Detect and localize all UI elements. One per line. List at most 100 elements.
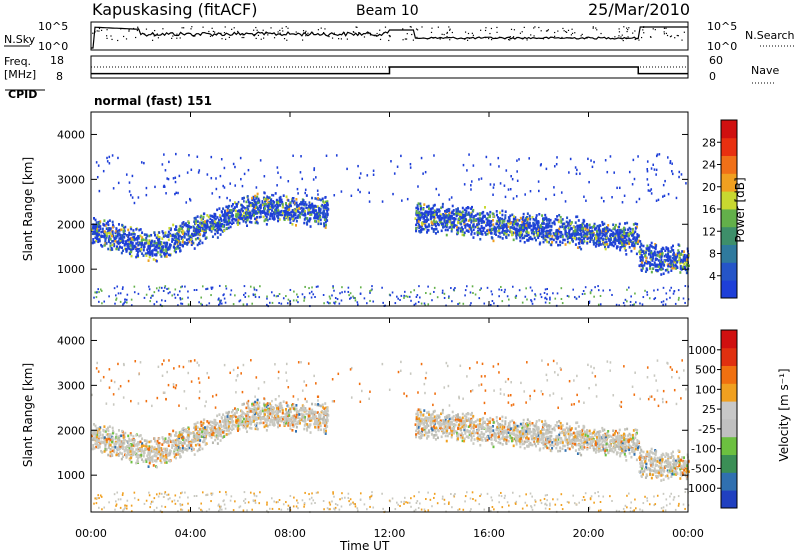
echo-cell bbox=[656, 288, 659, 291]
echo-cell bbox=[613, 227, 616, 231]
echo-cell bbox=[278, 198, 281, 202]
echo-cell bbox=[632, 237, 635, 241]
echo-cell bbox=[505, 222, 508, 226]
echo-cell bbox=[650, 241, 653, 245]
echo-cell bbox=[555, 162, 558, 166]
echo-cell bbox=[160, 242, 163, 246]
echo-cell bbox=[259, 210, 262, 214]
nsearch-point bbox=[153, 35, 155, 37]
echo-cell bbox=[114, 236, 117, 240]
echo-cell bbox=[242, 206, 245, 209]
echo-cell bbox=[324, 220, 327, 224]
echo-cell bbox=[298, 215, 301, 219]
echo-cell bbox=[561, 233, 564, 237]
echo-cell bbox=[612, 244, 615, 248]
echo-cell bbox=[526, 217, 529, 221]
echo-cell bbox=[475, 219, 478, 222]
echo-cell bbox=[669, 289, 671, 292]
echo-cell bbox=[436, 208, 439, 211]
echo-cell bbox=[472, 216, 475, 220]
echo-cell bbox=[255, 218, 258, 222]
echo-cell bbox=[625, 241, 628, 245]
echo-cell bbox=[214, 232, 217, 236]
echo-cell bbox=[216, 226, 219, 230]
echo-cell bbox=[623, 241, 626, 244]
echo-cell bbox=[603, 245, 606, 249]
echo-cell bbox=[93, 217, 96, 220]
echo-cell bbox=[210, 230, 213, 233]
echo-cell bbox=[583, 231, 586, 235]
echo-cell bbox=[287, 180, 290, 183]
echo-cell bbox=[164, 437, 167, 440]
echo-cell bbox=[543, 291, 546, 294]
echo-cell bbox=[600, 236, 603, 240]
nsearch-point bbox=[156, 33, 158, 35]
echo-cell bbox=[148, 457, 151, 461]
echo-cell bbox=[571, 238, 574, 241]
echo-cell bbox=[479, 212, 482, 215]
echo-cell bbox=[141, 252, 144, 255]
echo-cell bbox=[109, 450, 112, 454]
echo-cell bbox=[620, 240, 623, 244]
echo-cell bbox=[125, 446, 128, 449]
echo-cell bbox=[150, 233, 153, 237]
echo-cell bbox=[127, 238, 130, 242]
echo-cell bbox=[218, 225, 221, 228]
nsearch-point bbox=[194, 35, 196, 37]
echo-cell bbox=[216, 216, 219, 219]
echo-cell bbox=[279, 210, 282, 214]
nsearch-point bbox=[618, 35, 620, 37]
echo-cell bbox=[685, 265, 688, 268]
echo-cell bbox=[583, 240, 586, 243]
echo-cell bbox=[312, 178, 315, 181]
echo-cell bbox=[544, 226, 547, 229]
nsearch-point bbox=[627, 28, 629, 31]
echo-cell bbox=[241, 205, 244, 209]
echo-cell bbox=[480, 230, 483, 234]
echo-cell bbox=[245, 200, 248, 204]
echo-cell bbox=[499, 219, 502, 223]
echo-cell bbox=[280, 210, 283, 213]
echo-cell bbox=[240, 207, 243, 211]
echo-cell bbox=[664, 268, 667, 272]
echo-cell bbox=[452, 212, 455, 216]
echo-cell bbox=[220, 157, 223, 161]
echo-cell bbox=[556, 236, 559, 239]
echo-cell bbox=[147, 465, 150, 468]
echo-cell bbox=[641, 261, 644, 264]
echo-cell bbox=[272, 205, 275, 209]
echo-cell bbox=[116, 234, 119, 238]
echo-cell bbox=[111, 426, 114, 430]
echo-cell bbox=[548, 229, 551, 232]
echo-cell bbox=[595, 226, 598, 230]
echo-cell bbox=[262, 206, 265, 210]
echo-cell bbox=[160, 250, 163, 254]
echo-cell bbox=[93, 231, 96, 235]
echo-cell bbox=[486, 229, 489, 233]
echo-cell bbox=[419, 213, 422, 217]
echo-cell bbox=[168, 247, 171, 251]
echo-cell bbox=[465, 207, 468, 210]
echo-cell bbox=[447, 207, 450, 211]
echo-cell bbox=[400, 294, 403, 297]
echo-cell bbox=[451, 300, 453, 303]
echo-cell bbox=[95, 443, 98, 447]
echo-cell bbox=[124, 298, 126, 301]
echo-cell bbox=[649, 189, 651, 193]
echo-cell bbox=[97, 225, 100, 229]
echo-cell bbox=[560, 191, 563, 194]
echo-cell bbox=[686, 254, 689, 258]
echo-cell bbox=[521, 220, 524, 224]
echo-cell bbox=[311, 210, 314, 214]
nsearch-point bbox=[135, 36, 137, 39]
echo-cell bbox=[158, 442, 161, 445]
echo-cell bbox=[629, 300, 632, 303]
echo-cell bbox=[646, 160, 649, 163]
echo-cell bbox=[518, 224, 521, 228]
echo-cell bbox=[92, 238, 95, 241]
echo-cell bbox=[576, 233, 579, 236]
echo-cell bbox=[294, 211, 297, 215]
echo-cell bbox=[636, 242, 639, 246]
nsearch-label: N.Search bbox=[745, 29, 795, 42]
echo-cell bbox=[160, 456, 163, 460]
